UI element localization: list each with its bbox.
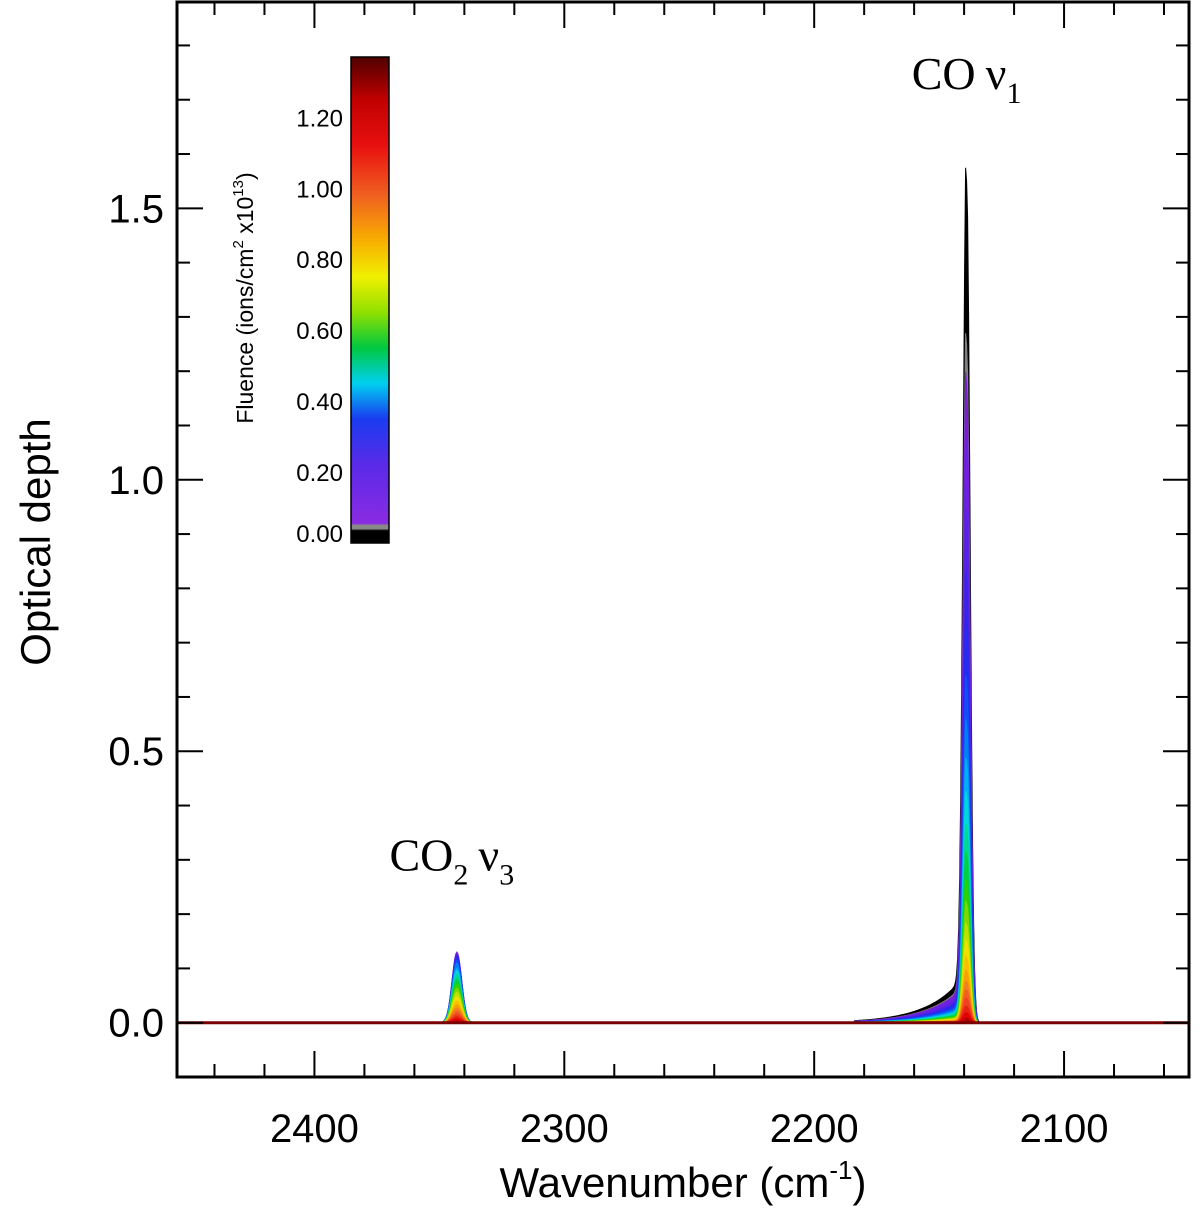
x-tick-label: 2100: [1020, 1107, 1109, 1151]
colorbar: 0.00 0.20 0.40 0.60 0.80 1.00 1.20 Fluence (io…: [230, 56, 390, 548]
y-tick-label: 1.0: [108, 459, 164, 503]
colorbar-tick-label: 0.40: [296, 389, 343, 416]
series-fluence-20: [177, 988, 1189, 1024]
y-tick-label: 1.5: [108, 187, 164, 231]
series-fluence-10: [177, 790, 1189, 1024]
y-tick-label: 0.0: [108, 1002, 164, 1046]
series-fluence-0: [177, 167, 1189, 1024]
y-axis-title: Optical depth: [12, 418, 59, 666]
colorbar-gradient: [350, 56, 390, 544]
series-fluence-22: [177, 1005, 1189, 1024]
series-fluence-9: [177, 757, 1189, 1024]
series-fluence-16: [177, 938, 1189, 1024]
colorbar-title: Fluence (ions/cm2 x1013): [230, 172, 258, 423]
series-fluence-6: [177, 625, 1189, 1024]
annotation-1: CO ν1: [912, 48, 1022, 110]
spectra-series: [177, 167, 1189, 1025]
y-tick-labels: 0.0 0.5 1.0 1.5: [108, 187, 164, 1045]
series-fluence-11: [177, 823, 1189, 1024]
annotation-0: CO2 ν3: [390, 830, 515, 892]
colorbar-tick-label: 0.80: [296, 247, 343, 274]
colorbar-tick-label: 0.00: [296, 521, 343, 548]
x-tick-label: 2300: [520, 1107, 609, 1151]
peak-annotations: CO2 ν3 CO ν1: [390, 48, 1022, 892]
series-fluence-15: [177, 921, 1189, 1024]
series-fluence-1: [177, 333, 1189, 1024]
x-tick-labels: 2400 2300 2200 2100: [270, 1107, 1109, 1151]
series-fluence-17: [177, 955, 1189, 1024]
colorbar-ticks: 0.00 0.20 0.40 0.60 0.80 1.00 1.20: [296, 105, 343, 548]
colorbar-tick-label: 0.20: [296, 460, 343, 487]
colorbar-tick-label: 1.00: [296, 176, 343, 203]
plot-frame: [175, 0, 1191, 1079]
x-axis-title: Wavenumber (cm-1): [500, 1155, 867, 1206]
series-fluence-13: [177, 879, 1189, 1024]
series-fluence-8: [177, 719, 1189, 1024]
series-fluence-4: [177, 509, 1189, 1024]
series-fluence-14: [177, 899, 1189, 1024]
series-fluence-18: [177, 969, 1189, 1024]
series-fluence-5: [177, 570, 1189, 1024]
series-fluence-7: [177, 675, 1189, 1024]
colorbar-tick-label: 1.20: [296, 105, 343, 132]
colorbar-tick-label: 0.60: [296, 318, 343, 345]
series-fluence-19: [177, 980, 1189, 1024]
x-tick-label: 2400: [270, 1107, 359, 1151]
series-fluence-12: [177, 851, 1189, 1024]
y-tick-label: 0.5: [108, 730, 164, 774]
x-tick-label: 2200: [770, 1107, 859, 1151]
series-fluence-21: [177, 997, 1189, 1024]
axis-ticks: [177, 2, 1189, 1078]
